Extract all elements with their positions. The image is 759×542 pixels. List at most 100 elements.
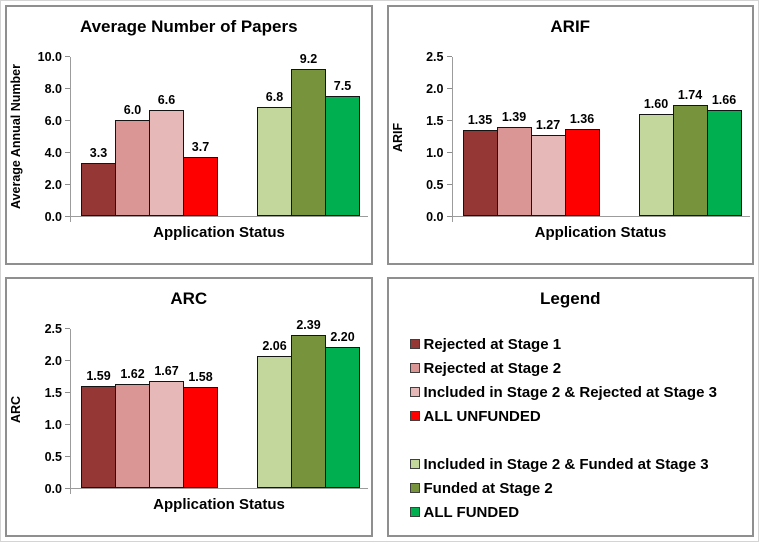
y-tick-mark [65,360,70,361]
bar-rect [149,110,184,216]
y-axis-title: ARIF [390,122,405,152]
bar-value-label: 1.36 [569,112,595,126]
bar: 1.39 [496,110,532,216]
bar-rect [291,69,326,216]
y-tick-mark [65,184,70,185]
y-tick-label: 0.0 [426,210,444,224]
legend-swatch [409,339,420,349]
y-tick-mark [65,56,70,57]
bar: 2.20 [325,330,360,488]
bar-value-label: 1.74 [677,88,703,102]
chart-title: ARC [170,289,208,308]
bar-rect [638,114,674,216]
y-tick-label: 8.0 [44,82,62,96]
bar-value-label: 6.6 [157,93,176,107]
y-tick-label: 10.0 [37,50,62,64]
bar-rect [496,127,532,216]
y-tick-mark [65,328,70,329]
bar-rect [257,356,292,488]
bar-rect [325,347,360,488]
y-axis-title: ARC [9,395,23,423]
bar-group-unfunded: 1.35 1.39 1.27 1.36 [462,110,600,216]
y-tick-mark [65,424,70,425]
bar-group-funded: 1.60 1.74 1.66 [638,88,742,216]
x-axis-title: Application Status [153,496,285,513]
y-tick-mark [65,488,70,489]
legend-swatch [409,411,420,421]
bar-group-funded: 2.06 2.39 2.20 [257,318,360,488]
bar-value-label: 6.0 [123,103,142,117]
bar-value-label: 1.27 [535,118,561,132]
bar: 1.74 [672,88,708,216]
bar-group-unfunded: 1.59 1.62 1.67 1.58 [81,364,218,488]
bar: 1.59 [81,369,116,488]
y-tick-mark [446,216,452,217]
y-axis-ticks: 0.0 0.5 1.0 1.5 2.0 2.5 [28,322,70,496]
legend-item: Rejected at Stage 2 [409,356,753,380]
plot-area: 1.59 1.62 1.67 1.58 2.06 2.39 2.20 [70,318,368,494]
bar-rect [291,335,326,488]
bar-rect [672,105,708,216]
legend-item-label: Included in Stage 2 & Funded at Stage 3 [423,455,709,473]
plot-area: 3.3 6.0 6.6 3.7 6.8 9.2 7.5 [70,52,368,222]
bar-value-label: 6.8 [265,90,284,104]
x-axis-title: Application Status [153,224,285,241]
bar: 1.35 [462,113,498,216]
legend-item-label: ALL UNFUNDED [423,407,541,425]
y-axis-title: Average Annual Number [9,64,23,210]
y-tick-mark [446,152,452,153]
chart-title: ARIF [550,17,591,36]
legend-item: Included in Stage 2 & Funded at Stage 3 [409,452,753,476]
bar: 2.39 [291,318,326,488]
bar: 1.66 [706,93,742,216]
bar: 9.2 [291,52,326,216]
y-tick-label: 1.5 [44,386,62,400]
bar: 2.06 [257,339,292,488]
y-tick-label: 1.0 [426,146,444,160]
legend-item-label: ALL FUNDED [423,503,520,521]
bar-value-label: 9.2 [299,52,318,66]
y-tick-mark [65,88,70,89]
y-tick-mark [65,120,70,121]
bar-value-label: 1.62 [120,367,145,381]
legend-item: Funded at Stage 2 [409,476,753,500]
y-tick-label: 1.5 [426,114,444,128]
bar-value-label: 2.20 [330,330,355,344]
bar-value-label: 1.67 [154,364,179,378]
legend-item-label: Rejected at Stage 2 [423,359,562,377]
bar-value-label: 1.59 [86,369,111,383]
bar: 6.0 [115,103,150,216]
bar-rect [462,130,498,216]
legend-title: Legend [540,289,601,308]
legend-item-label: Included in Stage 2 & Rejected at Stage … [423,383,717,401]
legend-swatch [409,363,420,373]
chart-title: Average Number of Papers [79,17,298,36]
y-tick-label: 0.0 [44,210,62,224]
legend-swatch [409,459,420,469]
y-tick-label: 6.0 [44,114,62,128]
legend-group-funded: Included in Stage 2 & Funded at Stage 3 F… [409,452,753,524]
bar: 3.7 [183,140,218,216]
y-tick-label: 2.5 [44,322,62,336]
bar: 1.27 [530,118,566,216]
plot-area: 1.35 1.39 1.27 1.36 1.60 1.74 1.66 [451,57,750,222]
chart-panel-average-papers: Average Number of Papers Average Annual … [5,5,373,265]
legend-item-label: Funded at Stage 2 [423,479,553,497]
bar-rect [81,163,116,216]
y-tick-mark [65,216,70,217]
legend-item: Included in Stage 2 & Rejected at Stage … [409,380,753,404]
bar-value-label: 1.60 [643,97,669,111]
y-tick-mark [446,56,452,57]
legend-group-unfunded: Rejected at Stage 1 Rejected at Stage 2 In… [409,332,753,428]
bar-value-label: 1.39 [501,110,527,124]
y-tick-mark [65,392,70,393]
legend-swatch [409,507,420,517]
bar: 1.67 [149,364,184,488]
bar-group-funded: 6.8 9.2 7.5 [257,52,360,216]
y-tick-mark [65,456,70,457]
bar-value-label: 3.7 [191,140,210,154]
y-tick-mark [446,120,452,121]
legend-swatch [409,387,420,397]
y-tick-mark [65,152,70,153]
